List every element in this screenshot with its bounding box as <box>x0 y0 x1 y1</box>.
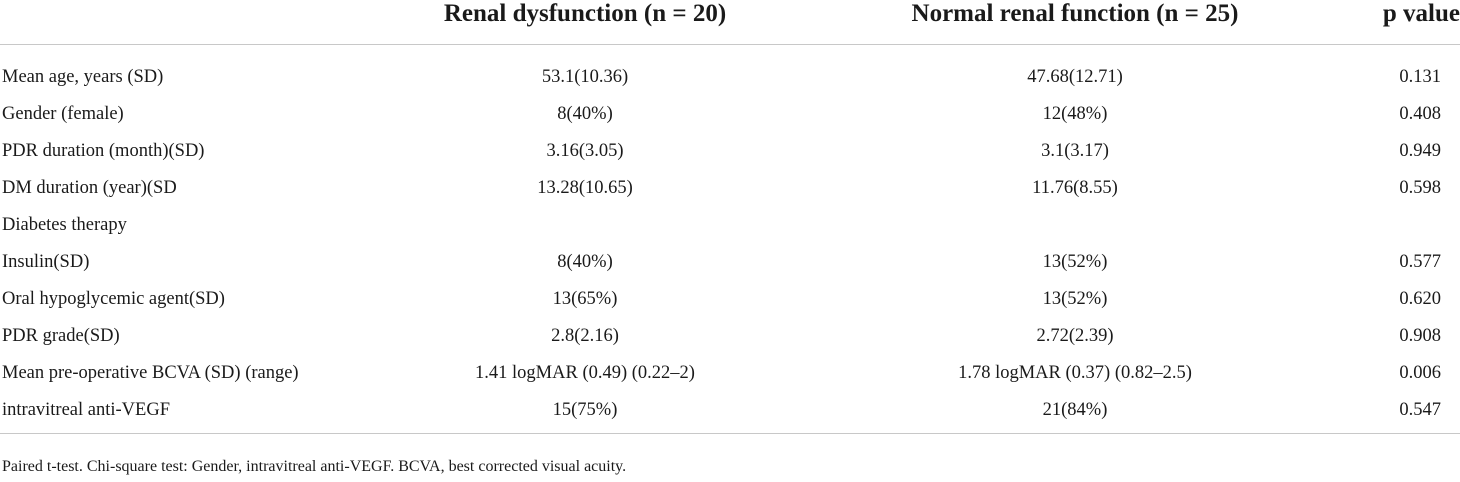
table-row: PDR grade(SD) 2.8(2.16) 2.72(2.39) 0.908 <box>0 318 1460 355</box>
row-label: PDR duration (month)(SD) <box>2 141 205 161</box>
table-row: Oral hypoglycemic agent(SD) 13(65%) 13(5… <box>0 281 1460 318</box>
row-label: Mean pre-operative BCVA (SD) (range) <box>2 363 299 383</box>
table-row: Insulin(SD) 8(40%) 13(52%) 0.577 <box>0 244 1460 281</box>
cell-renal-dysfunction: 15(75%) <box>365 392 805 434</box>
cell-p-value: 0.908 <box>1399 326 1441 346</box>
cell-normal-renal-function: 21(84%) <box>805 392 1345 434</box>
cell-normal-renal-function: 3.1(3.17) <box>1041 141 1109 161</box>
header-row: Renal dysfunction (n = 20) Normal renal … <box>0 0 1460 45</box>
cell-p-value: 0.949 <box>1399 141 1441 161</box>
cell-normal-renal-function: 13(52%) <box>1042 289 1108 309</box>
header-p-value: p value <box>1345 0 1460 45</box>
cell-p-value: 0.408 <box>1399 104 1441 124</box>
table-footnote: Paired t-test. Chi-square test: Gender, … <box>2 458 627 475</box>
table-row-section-heading: Diabetes therapy <box>0 207 1460 244</box>
table-header: Renal dysfunction (n = 20) Normal renal … <box>0 0 1460 45</box>
cell-normal-renal-function <box>805 207 1345 244</box>
cell-renal-dysfunction: 8(40%) <box>557 104 613 124</box>
row-label: Mean age, years (SD) <box>2 67 164 87</box>
row-label: Insulin(SD) <box>2 252 90 272</box>
cell-p-value: 0.547 <box>1345 392 1460 434</box>
cell-normal-renal-function: 1.78 logMAR (0.37) (0.82–2.5) <box>958 363 1192 383</box>
row-label: PDR grade(SD) <box>2 326 120 346</box>
cell-normal-renal-function: 2.72(2.39) <box>1036 326 1114 346</box>
cell-p-value: 0.006 <box>1399 363 1441 383</box>
header-normal-renal-function: Normal renal function (n = 25) <box>805 0 1345 45</box>
comparison-table: Renal dysfunction (n = 20) Normal renal … <box>0 0 1460 434</box>
cell-p-value <box>1345 207 1460 244</box>
cell-p-value: 0.577 <box>1399 252 1441 272</box>
table-row: intravitreal anti-VEGF 15(75%) 21(84%) 0… <box>0 392 1460 434</box>
cell-p-value: 0.598 <box>1399 178 1441 198</box>
row-label: Gender (female) <box>2 104 124 124</box>
cell-p-value: 0.620 <box>1399 289 1441 309</box>
cell-renal-dysfunction: 2.8(2.16) <box>551 326 619 346</box>
table-row: PDR duration (month)(SD) 3.16(3.05) 3.1(… <box>0 133 1460 170</box>
table-body: Mean age, years (SD) 53.1(10.36) 47.68(1… <box>0 45 1460 434</box>
cell-renal-dysfunction: 1.41 logMAR (0.49) (0.22–2) <box>475 363 695 383</box>
section-label-diabetes-therapy: Diabetes therapy <box>2 215 127 235</box>
header-label <box>0 0 365 45</box>
header-renal-dysfunction: Renal dysfunction (n = 20) <box>365 0 805 45</box>
table-row: Mean age, years (SD) 53.1(10.36) 47.68(1… <box>0 45 1460 97</box>
cell-renal-dysfunction: 3.16(3.05) <box>546 141 624 161</box>
cell-normal-renal-function: 13(52%) <box>1042 252 1108 272</box>
cell-renal-dysfunction: 13.28(10.65) <box>537 178 633 198</box>
cell-renal-dysfunction: 13(65%) <box>552 289 618 309</box>
cell-p-value: 0.131 <box>1399 67 1441 87</box>
table-row: Gender (female) 8(40%) 12(48%) 0.408 <box>0 96 1460 133</box>
cell-renal-dysfunction: 53.1(10.36) <box>541 67 629 87</box>
cell-normal-renal-function: 47.68(12.71) <box>1027 67 1123 87</box>
cell-normal-renal-function: 12(48%) <box>1042 104 1108 124</box>
cell-normal-renal-function: 11.76(8.55) <box>1032 178 1118 198</box>
cell-renal-dysfunction: 8(40%) <box>557 252 613 272</box>
table-row: Mean pre-operative BCVA (SD) (range) 1.4… <box>0 355 1460 392</box>
row-label: DM duration (year)(SD <box>2 178 177 198</box>
cell-renal-dysfunction <box>365 207 805 244</box>
row-label: intravitreal anti-VEGF <box>0 392 365 434</box>
row-label: Oral hypoglycemic agent(SD) <box>2 289 225 309</box>
table-row: DM duration (year)(SD 13.28(10.65) 11.76… <box>0 170 1460 207</box>
